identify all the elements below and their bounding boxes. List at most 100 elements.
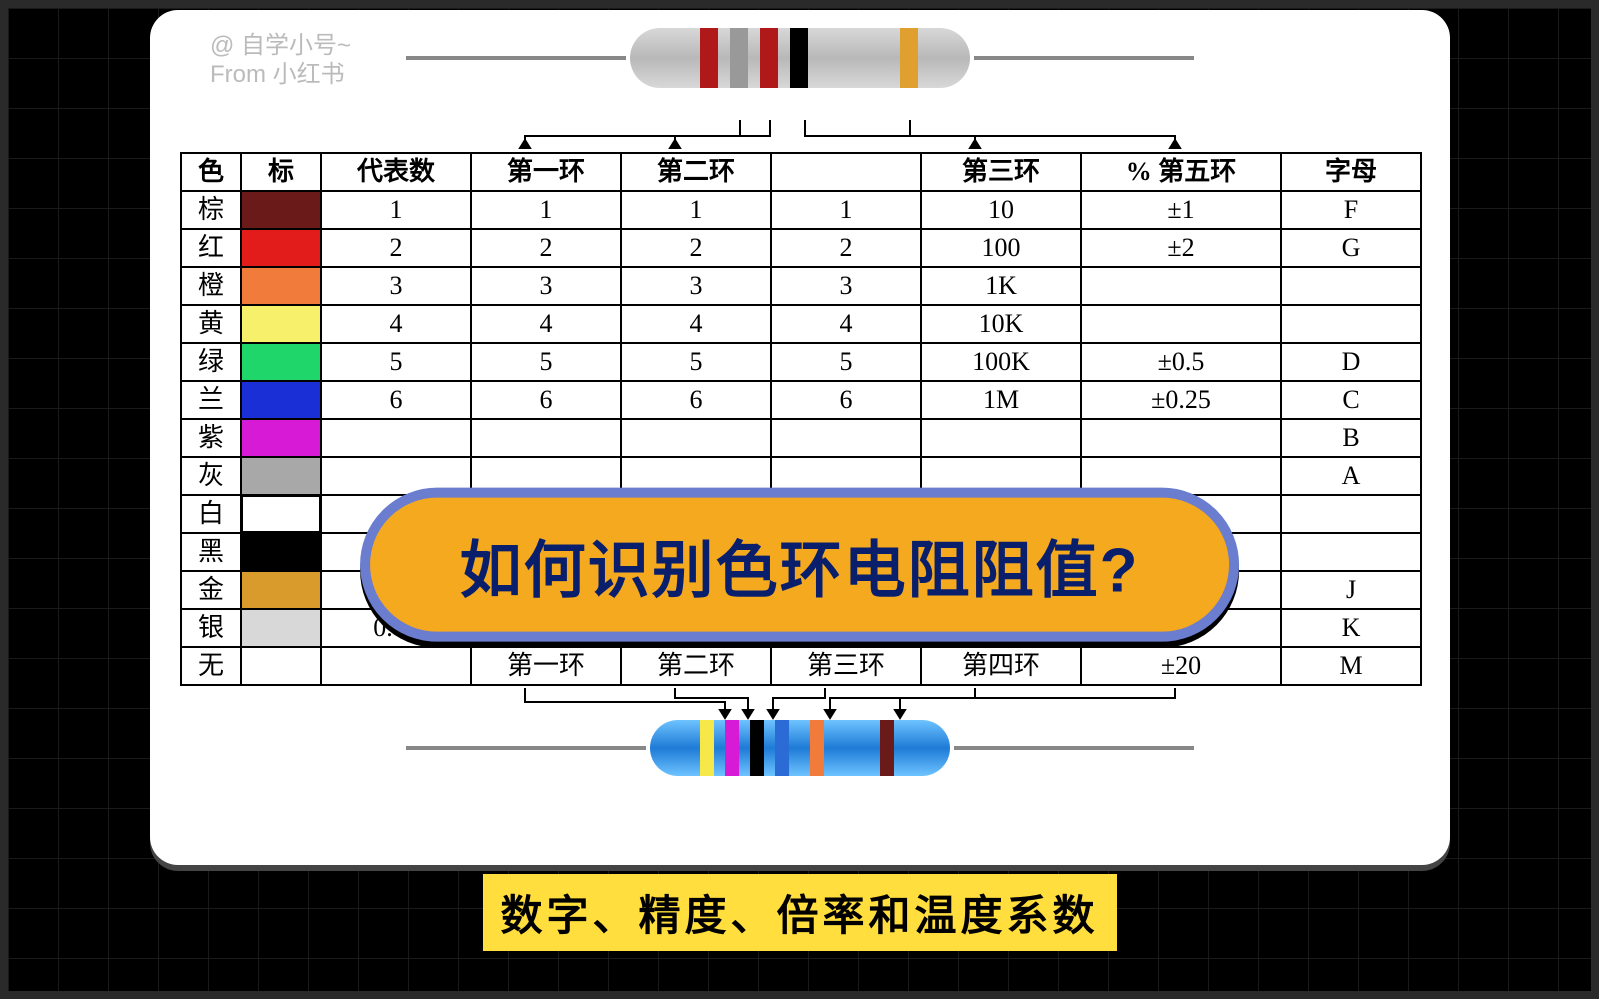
table-cell bbox=[1281, 305, 1421, 343]
table-row: 棕111110±1F bbox=[181, 191, 1421, 229]
table-cell: 橙 bbox=[181, 267, 241, 305]
table-cell: 4 bbox=[621, 305, 771, 343]
table-cell: 1 bbox=[321, 191, 471, 229]
resistor-band bbox=[700, 28, 718, 88]
table-cell: 棕 bbox=[181, 191, 241, 229]
resistor-band bbox=[790, 28, 808, 88]
table-cell bbox=[1281, 267, 1421, 305]
main-card: @ 自学小号~ From 小红书 色标代表数第一环第二环第三环% 第五环字母棕1… bbox=[150, 10, 1450, 865]
table-cell bbox=[241, 419, 321, 457]
table-cell bbox=[241, 381, 321, 419]
table-cell: 金 bbox=[181, 571, 241, 609]
table-cell: 4 bbox=[771, 305, 921, 343]
table-cell bbox=[321, 419, 471, 457]
table-cell bbox=[1081, 419, 1281, 457]
title-overlay: 如何识别色环电阻阻值? bbox=[360, 487, 1240, 641]
table-row: 绿5555100K±0.5D bbox=[181, 343, 1421, 381]
resistor-band bbox=[725, 720, 739, 776]
table-cell: 2 bbox=[321, 229, 471, 267]
table-cell bbox=[471, 419, 621, 457]
table-cell: 5 bbox=[771, 343, 921, 381]
bottom-caption: 数字、精度、倍率和温度系数 bbox=[482, 874, 1116, 951]
color-swatch bbox=[242, 572, 320, 608]
table-cell: 6 bbox=[621, 381, 771, 419]
table-cell bbox=[241, 305, 321, 343]
table-cell: F bbox=[1281, 191, 1421, 229]
table-cell: 5 bbox=[621, 343, 771, 381]
table-cell: 4 bbox=[471, 305, 621, 343]
table-cell: 10K bbox=[921, 305, 1081, 343]
table-cell: 6 bbox=[471, 381, 621, 419]
table-cell bbox=[1081, 267, 1281, 305]
table-cell: 100 bbox=[921, 229, 1081, 267]
color-swatch bbox=[242, 230, 320, 266]
table-cell: 红 bbox=[181, 229, 241, 267]
resistor-body-top bbox=[630, 28, 970, 88]
table-cell: 白 bbox=[181, 495, 241, 533]
table-cell: C bbox=[1281, 381, 1421, 419]
table-cell: 2 bbox=[621, 229, 771, 267]
table-cell: 6 bbox=[771, 381, 921, 419]
resistor-band bbox=[880, 720, 894, 776]
resistor-lead bbox=[406, 746, 646, 750]
table-cell: 绿 bbox=[181, 343, 241, 381]
color-swatch bbox=[242, 192, 320, 228]
color-swatch bbox=[242, 306, 320, 342]
title-text: 如何识别色环电阻阻值? bbox=[460, 536, 1140, 605]
table-row: 兰66661M±0.25C bbox=[181, 381, 1421, 419]
color-swatch bbox=[242, 610, 320, 646]
color-swatch bbox=[242, 458, 320, 494]
table-cell: ±0.5 bbox=[1081, 343, 1281, 381]
table-cell: B bbox=[1281, 419, 1421, 457]
table-header: 字母 bbox=[1281, 153, 1421, 191]
color-swatch bbox=[242, 496, 320, 532]
table-cell: 6 bbox=[321, 381, 471, 419]
resistor-band bbox=[760, 28, 778, 88]
table-cell: 1K bbox=[921, 267, 1081, 305]
resistor-band bbox=[730, 28, 748, 88]
table-cell bbox=[921, 419, 1081, 457]
table-cell bbox=[771, 419, 921, 457]
table-cell bbox=[1081, 305, 1281, 343]
resistor-lead bbox=[954, 746, 1194, 750]
table-cell bbox=[621, 419, 771, 457]
color-swatch bbox=[242, 534, 320, 570]
table-cell bbox=[241, 647, 321, 685]
color-swatch bbox=[242, 420, 320, 456]
table-cell bbox=[241, 457, 321, 495]
color-swatch bbox=[242, 382, 320, 418]
resistor-band bbox=[700, 720, 714, 776]
table-header: 第三环 bbox=[921, 153, 1081, 191]
table-cell: 银 bbox=[181, 609, 241, 647]
table-cell: 5 bbox=[321, 343, 471, 381]
table-cell: G bbox=[1281, 229, 1421, 267]
table-row: 无第一环第二环第三环第四环±20M bbox=[181, 647, 1421, 685]
table-cell bbox=[241, 267, 321, 305]
table-cell: 第一环 bbox=[471, 647, 621, 685]
arrows-bottom bbox=[180, 686, 1420, 720]
table-cell: K bbox=[1281, 609, 1421, 647]
table-cell bbox=[241, 495, 321, 533]
table-cell: A bbox=[1281, 457, 1421, 495]
arrows-top bbox=[180, 118, 1420, 152]
table-cell: 无 bbox=[181, 647, 241, 685]
table-cell: 1 bbox=[471, 191, 621, 229]
table-cell: J bbox=[1281, 571, 1421, 609]
table-cell bbox=[241, 229, 321, 267]
table-cell: ±2 bbox=[1081, 229, 1281, 267]
table-cell: 3 bbox=[621, 267, 771, 305]
top-resistor-diagram bbox=[180, 28, 1420, 118]
table-cell: 第二环 bbox=[621, 647, 771, 685]
table-cell: 3 bbox=[471, 267, 621, 305]
table-header: 代表数 bbox=[321, 153, 471, 191]
table-cell: M bbox=[1281, 647, 1421, 685]
table-cell: 黑 bbox=[181, 533, 241, 571]
table-header: 标 bbox=[241, 153, 321, 191]
resistor-band bbox=[775, 720, 789, 776]
table-cell: 10 bbox=[921, 191, 1081, 229]
table-cell bbox=[241, 191, 321, 229]
resistor-band bbox=[750, 720, 764, 776]
table-header: 色 bbox=[181, 153, 241, 191]
table-cell: 100K bbox=[921, 343, 1081, 381]
table-row: 红2222100±2G bbox=[181, 229, 1421, 267]
